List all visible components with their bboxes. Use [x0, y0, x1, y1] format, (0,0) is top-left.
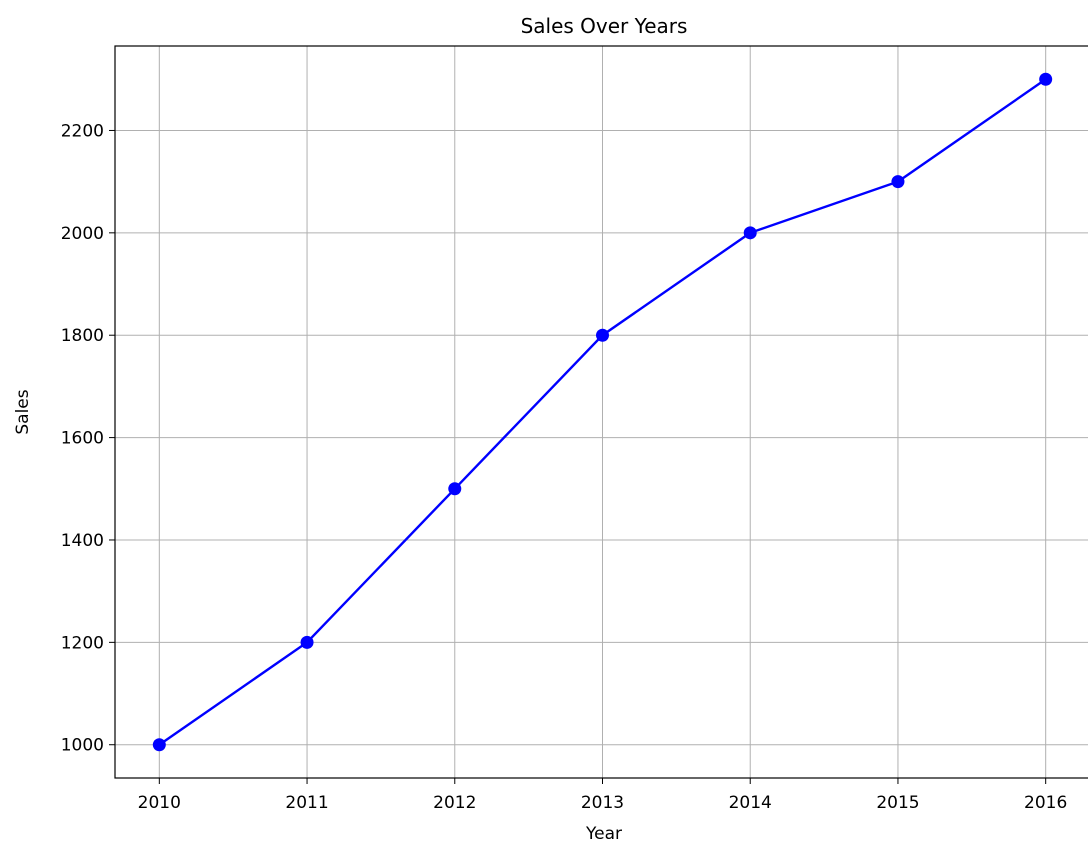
data-point [596, 328, 609, 342]
y-tick-label: 2000 [61, 224, 104, 244]
y-tick-label: 2200 [61, 121, 104, 141]
data-point [743, 226, 757, 240]
x-tick-label: 2010 [138, 793, 181, 813]
y-axis-label: Sales [13, 389, 33, 434]
x-tick-label: 2013 [581, 793, 624, 813]
x-tick-label: 2012 [433, 793, 476, 813]
data-point [300, 635, 314, 649]
x-tick-label: 2015 [876, 793, 919, 813]
data-point [1039, 72, 1053, 86]
y-tick-label: 1800 [61, 326, 104, 346]
plot-frame [114, 45, 1088, 779]
x-axis-label: Year [585, 824, 622, 844]
y-tick-label: 1400 [61, 531, 104, 551]
x-tick-label: 2016 [1024, 793, 1067, 813]
y-tick-label: 1600 [61, 429, 104, 449]
x-tick-label: 2014 [729, 793, 772, 813]
series-layer [152, 72, 1053, 752]
data-point [152, 738, 166, 752]
data-point [448, 482, 462, 496]
y-tick-label: 1200 [61, 633, 104, 653]
x-tick-label: 2011 [285, 793, 328, 813]
y-tick-label: 1000 [61, 736, 104, 756]
data-point [891, 175, 905, 189]
grid-layer [115, 46, 1088, 778]
chart-title: Sales Over Years [521, 14, 688, 38]
tick-layer: 2010 2011 2012 2013 2014 2015 2016 1000 1200 1400… [61, 121, 1068, 813]
